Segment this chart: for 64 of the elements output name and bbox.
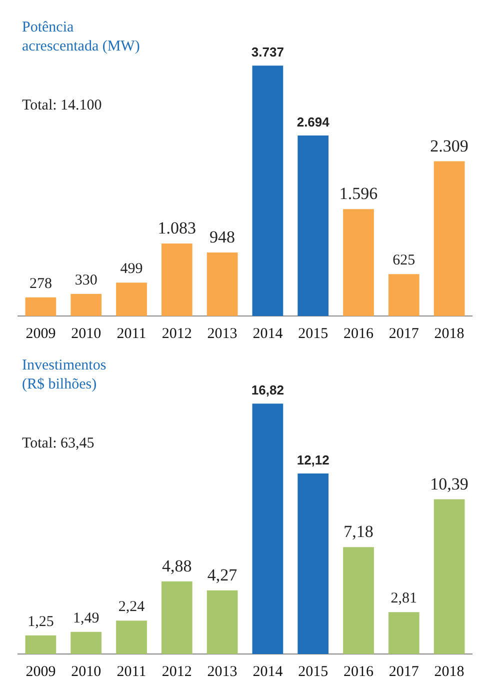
x-tick-label: 2016 [344, 326, 374, 342]
chart-title: Investimentos (R$ bilhões) [22, 357, 106, 392]
x-tick-label: 2009 [26, 664, 56, 680]
x-tick-label: 2017 [388, 326, 420, 342]
bar [70, 294, 102, 316]
x-tick-label: 2016 [344, 664, 374, 680]
x-tick-label: 2015 [298, 326, 328, 342]
data-label: 2,81 [390, 590, 418, 607]
data-label: 278 [29, 276, 52, 292]
data-label: 1.083 [158, 218, 196, 238]
bar [161, 243, 192, 316]
data-label: 4,27 [207, 565, 238, 584]
bar [252, 404, 284, 654]
bar [116, 282, 147, 316]
bar [434, 499, 465, 654]
x-tick-label: 2012 [162, 664, 192, 680]
data-label: 499 [120, 261, 143, 278]
bar [206, 252, 238, 316]
data-label: 2,24 [118, 599, 146, 616]
bar [298, 136, 329, 316]
bar [343, 547, 374, 654]
x-tick-label: 2010 [71, 326, 102, 342]
bar [252, 66, 284, 316]
x-tick-label: 2018 [434, 664, 464, 680]
data-label: 16,82 [251, 382, 284, 398]
bar [343, 209, 374, 316]
bar [298, 474, 329, 654]
chart-title: Potência acrescentada (MW) [22, 19, 140, 54]
data-label: 10,39 [430, 474, 468, 494]
x-tick-label: 2012 [162, 326, 192, 342]
data-label: 2.694 [296, 114, 330, 130]
bar [434, 161, 465, 316]
bar [388, 612, 420, 654]
bar [206, 590, 238, 654]
data-label: 3.737 [251, 44, 284, 60]
x-tick-label: 2013 [207, 664, 238, 680]
bar [25, 297, 56, 316]
annotation: Total: 63,45 [22, 435, 94, 452]
data-label: 330 [74, 272, 98, 288]
x-tick-label: 2009 [26, 326, 56, 342]
x-tick-label: 2014 [252, 326, 284, 342]
bar [388, 274, 420, 316]
data-label: 1.596 [339, 184, 378, 204]
bar [70, 632, 102, 654]
data-label: 625 [392, 252, 416, 269]
data-label: 7,18 [344, 522, 374, 542]
bar [161, 581, 192, 654]
data-label: 2.309 [430, 136, 468, 156]
x-tick-label: 2013 [207, 326, 238, 342]
data-label: 1,25 [28, 614, 54, 630]
x-tick-label: 2018 [434, 326, 464, 342]
x-tick-label: 2011 [116, 664, 146, 680]
data-label: 948 [210, 227, 236, 246]
data-label: 4,88 [162, 556, 192, 576]
x-tick-label: 2015 [298, 664, 328, 680]
x-tick-label: 2017 [388, 664, 420, 680]
data-label: 12,12 [296, 452, 330, 468]
x-tick-label: 2011 [116, 326, 146, 342]
x-tick-label: 2010 [71, 664, 102, 680]
x-tick-label: 2014 [252, 664, 284, 680]
bar [116, 620, 147, 654]
data-label: 1,49 [72, 610, 100, 626]
annotation: Total: 14.100 [22, 97, 102, 114]
bar [25, 635, 56, 654]
